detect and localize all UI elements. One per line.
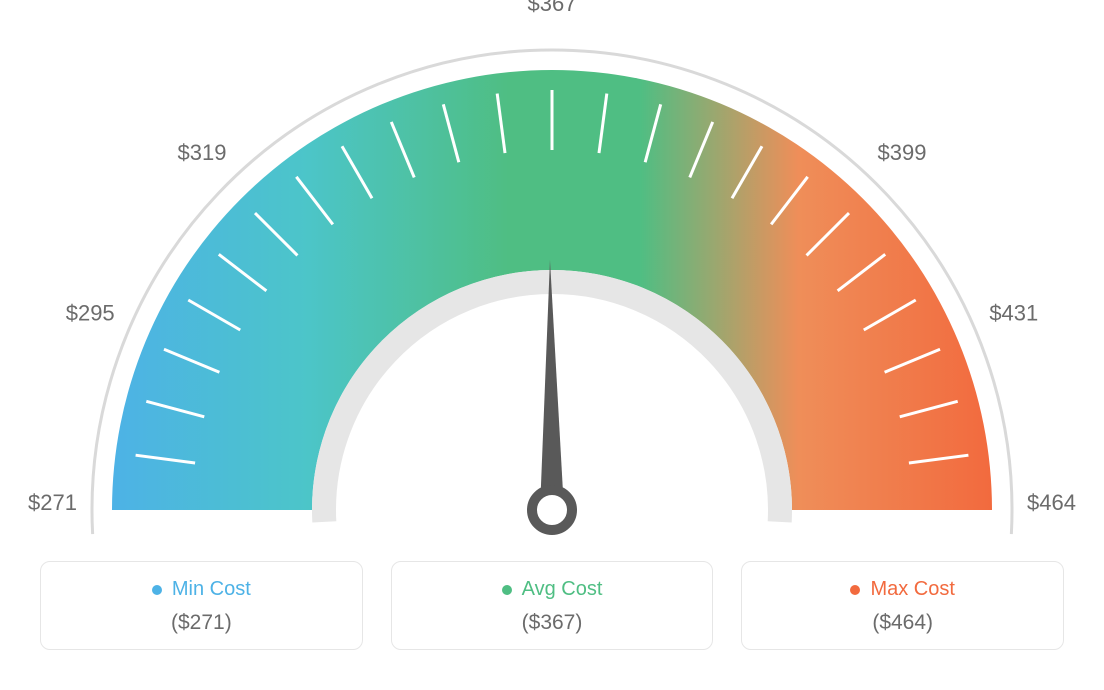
gauge-scale-label: $399 (878, 140, 927, 165)
legend-avg-label: Avg Cost (522, 578, 603, 601)
legend-min-value: ($271) (51, 611, 352, 635)
legend-row: Min Cost ($271) Avg Cost ($367) Max Cost… (40, 561, 1064, 650)
legend-card-avg: Avg Cost ($367) (391, 561, 714, 650)
legend-min-label-row: Min Cost (152, 578, 251, 601)
legend-avg-value: ($367) (402, 611, 703, 635)
gauge-scale-label: $464 (1027, 490, 1076, 515)
legend-avg-label-row: Avg Cost (502, 578, 603, 601)
legend-max-label: Max Cost (870, 578, 954, 601)
legend-max-label-row: Max Cost (850, 578, 954, 601)
dot-avg (502, 585, 512, 595)
gauge-needle-hub (532, 490, 572, 530)
legend-max-value: ($464) (752, 611, 1053, 635)
dot-max (850, 585, 860, 595)
gauge-svg: $271 $295 $319 $367 $399 $431 $464 (0, 0, 1104, 560)
dot-min (152, 585, 162, 595)
legend-card-min: Min Cost ($271) (40, 561, 363, 650)
gauge-scale-label: $319 (178, 140, 227, 165)
legend-card-max: Max Cost ($464) (741, 561, 1064, 650)
gauge-scale-label: $295 (66, 301, 115, 326)
gauge-scale-label: $431 (989, 301, 1038, 326)
legend-min-label: Min Cost (172, 578, 251, 601)
gauge-cost-chart: { "gauge": { "type": "gauge", "min": 271… (0, 0, 1104, 690)
gauge-scale-label: $271 (28, 490, 77, 515)
gauge-area: $271 $295 $319 $367 $399 $431 $464 (0, 0, 1104, 560)
gauge-needle (540, 260, 564, 510)
gauge-scale-label: $367 (528, 0, 577, 16)
